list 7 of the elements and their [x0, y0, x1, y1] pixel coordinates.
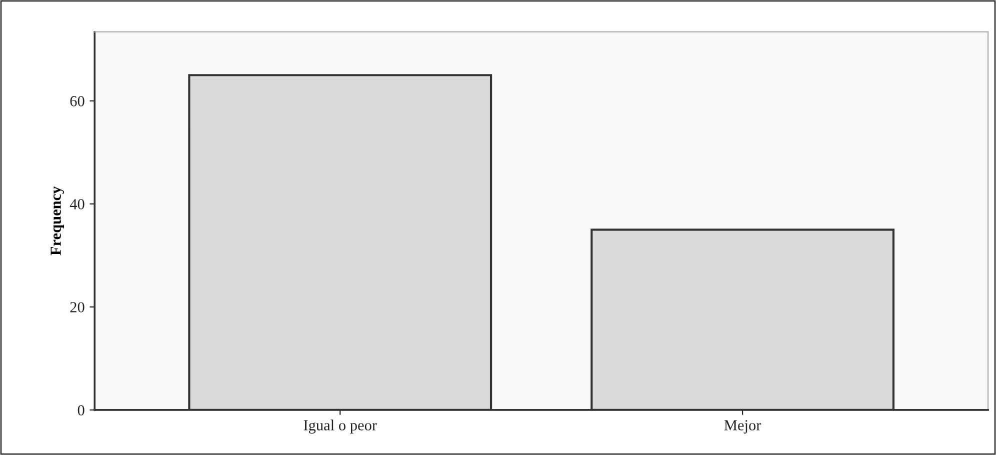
- y-tick-label: 40: [70, 199, 84, 210]
- y-tick-label: 60: [70, 96, 84, 106]
- x-tick-label: Mejor: [724, 420, 762, 434]
- y-axis-title: Frequency: [50, 186, 64, 256]
- y-tick-label: 0: [78, 405, 84, 416]
- x-tick-label: Igual o peor: [304, 420, 377, 434]
- y-tick-label: 20: [70, 302, 84, 312]
